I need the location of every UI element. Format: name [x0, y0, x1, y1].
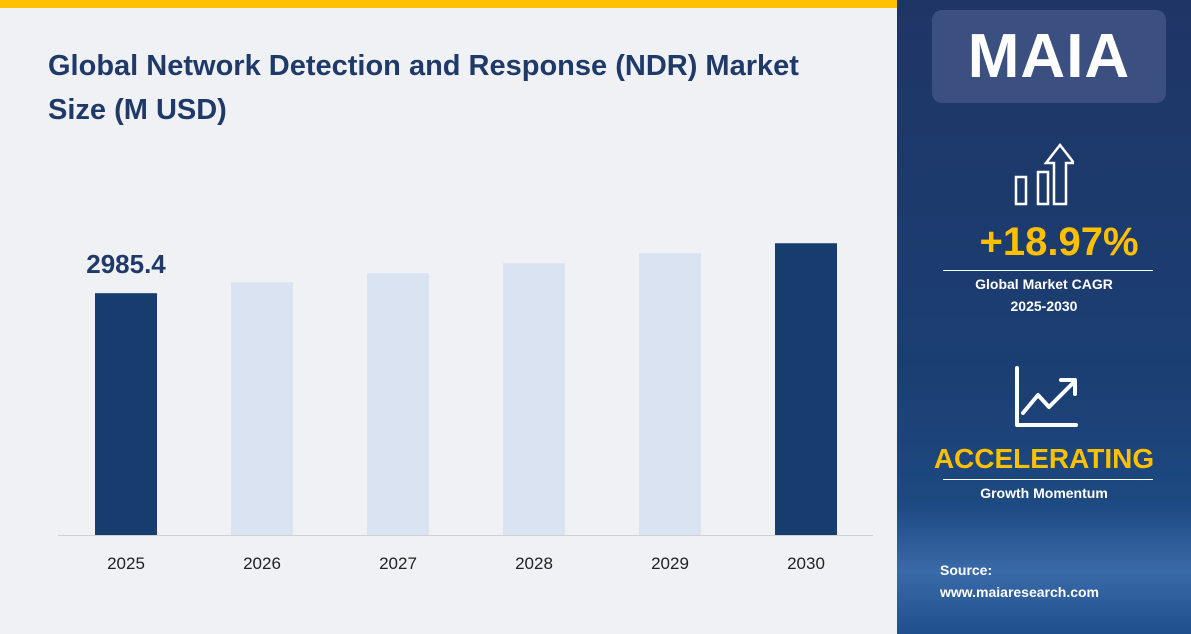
cagr-period: 2025-2030 [1010, 298, 1078, 314]
source-url[interactable]: www.maiaresearch.com [940, 584, 1100, 600]
bar-2029 [639, 253, 701, 536]
cagr-value: +18.97% [979, 220, 1139, 264]
momentum-value: ACCELERATING [933, 443, 1155, 474]
x-tick-label: 2028 [515, 554, 553, 573]
x-tick-label: 2025 [107, 554, 145, 573]
data-label: 2985.4 [86, 249, 166, 279]
divider [943, 479, 1153, 480]
divider [943, 270, 1153, 271]
bar-2026 [231, 282, 293, 535]
momentum-label: Growth Momentum [980, 485, 1108, 501]
bar-2025 [95, 293, 157, 535]
x-tick-label: 2027 [379, 554, 417, 573]
bar-2027 [367, 273, 429, 535]
bar-2030 [775, 243, 837, 535]
x-tick-label: 2029 [651, 554, 689, 573]
cagr-label: Global Market CAGR [975, 276, 1113, 292]
chart-title: Global Network Detection and Response (N… [48, 50, 799, 126]
source-label: Source: [940, 562, 993, 578]
maia-logo: MAIA [932, 10, 1166, 103]
summary-panel: MAIA +18.97% Global Market CAGR 2025-203… [897, 0, 1191, 634]
line-chart-trend-icon [1015, 366, 1078, 427]
bar-2028 [503, 263, 565, 535]
x-tick-label: 2026 [243, 554, 281, 573]
accent-top-bar [0, 0, 897, 8]
bar-chart: 2025 2985.4 2026 2027 2028 2029 2030 [58, 243, 873, 573]
x-tick-label: 2030 [787, 554, 825, 573]
bar-growth-arrow-icon [1014, 143, 1074, 206]
